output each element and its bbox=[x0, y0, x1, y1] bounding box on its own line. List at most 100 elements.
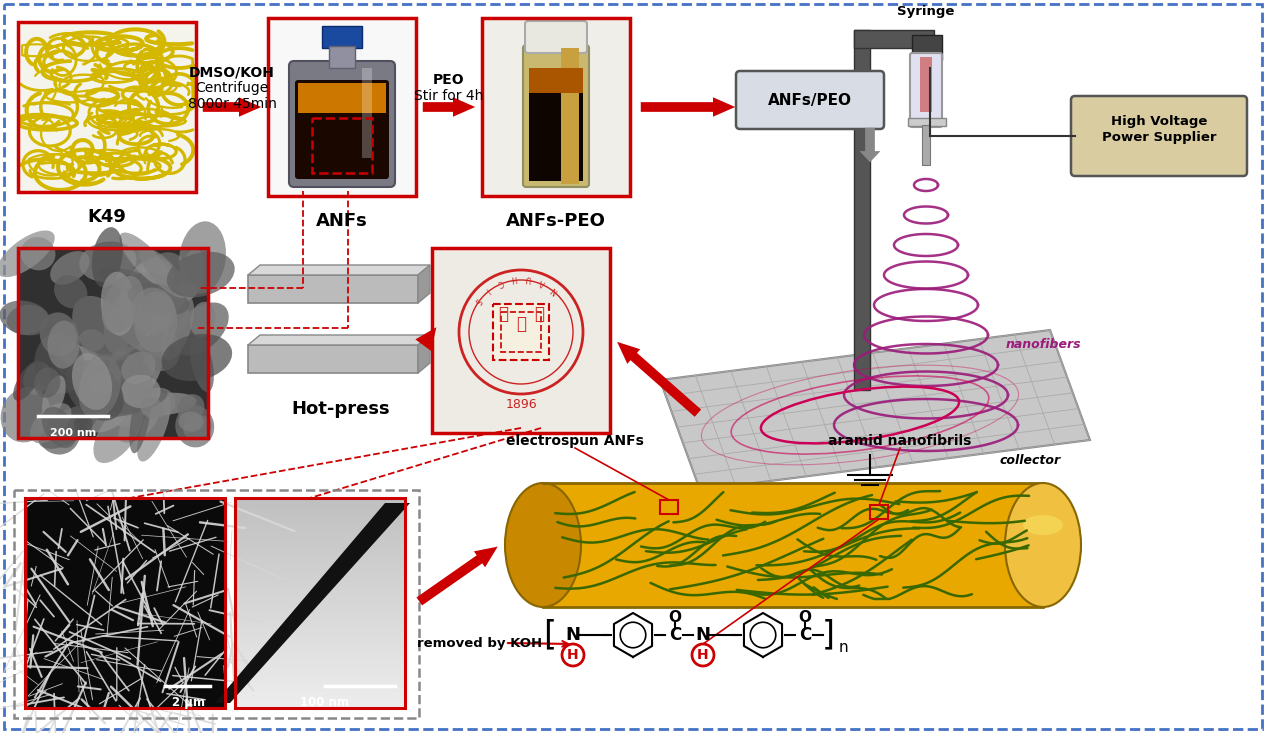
Text: H: H bbox=[698, 648, 709, 662]
Bar bbox=[482, 18, 630, 196]
Ellipse shape bbox=[179, 221, 227, 294]
Polygon shape bbox=[248, 335, 430, 345]
Bar bbox=[18, 22, 196, 192]
Bar bbox=[922, 125, 931, 165]
Ellipse shape bbox=[51, 251, 90, 284]
Text: O: O bbox=[668, 610, 681, 625]
Text: S: S bbox=[472, 295, 482, 305]
Text: nanofibers: nanofibers bbox=[1006, 339, 1081, 352]
Ellipse shape bbox=[142, 330, 181, 371]
Bar bbox=[660, 500, 679, 514]
Ellipse shape bbox=[80, 241, 137, 282]
Text: U: U bbox=[525, 273, 532, 283]
Bar bbox=[855, 30, 934, 48]
Text: Hot-press: Hot-press bbox=[291, 400, 390, 418]
Text: Power Supplier: Power Supplier bbox=[1101, 131, 1217, 144]
FancyBboxPatch shape bbox=[289, 61, 395, 187]
FancyBboxPatch shape bbox=[910, 53, 942, 127]
Bar bbox=[362, 68, 372, 158]
Polygon shape bbox=[248, 345, 418, 373]
Ellipse shape bbox=[106, 309, 170, 358]
Text: C: C bbox=[799, 626, 812, 644]
FancyBboxPatch shape bbox=[736, 71, 884, 129]
Ellipse shape bbox=[87, 407, 127, 432]
Text: H: H bbox=[567, 648, 579, 662]
Bar bbox=[311, 118, 372, 173]
Text: I: I bbox=[484, 285, 491, 294]
Ellipse shape bbox=[100, 352, 139, 394]
Ellipse shape bbox=[54, 275, 87, 309]
Ellipse shape bbox=[13, 361, 42, 401]
Ellipse shape bbox=[1005, 483, 1081, 607]
Ellipse shape bbox=[119, 232, 172, 289]
Text: ANFs/PEO: ANFs/PEO bbox=[768, 92, 852, 108]
Text: DMSO/KOH: DMSO/KOH bbox=[189, 65, 275, 79]
Text: removed by KOH: removed by KOH bbox=[418, 636, 543, 649]
Text: H: H bbox=[510, 273, 518, 283]
Ellipse shape bbox=[1023, 515, 1063, 535]
Ellipse shape bbox=[179, 411, 204, 432]
Ellipse shape bbox=[34, 334, 84, 394]
Text: aramid nanofibrils: aramid nanofibrils bbox=[828, 434, 972, 448]
Polygon shape bbox=[418, 335, 430, 373]
Text: N: N bbox=[549, 284, 560, 295]
Ellipse shape bbox=[94, 402, 143, 463]
FancyBboxPatch shape bbox=[525, 21, 587, 53]
Ellipse shape bbox=[130, 347, 165, 402]
Text: Syringe: Syringe bbox=[898, 5, 955, 18]
Ellipse shape bbox=[6, 305, 48, 335]
Ellipse shape bbox=[175, 405, 214, 447]
Bar bbox=[482, 18, 630, 196]
Ellipse shape bbox=[141, 397, 165, 419]
Ellipse shape bbox=[122, 352, 156, 384]
Text: electrospun ANFs: electrospun ANFs bbox=[506, 434, 644, 448]
Bar bbox=[561, 48, 579, 184]
Bar bbox=[543, 483, 1043, 607]
Ellipse shape bbox=[78, 356, 122, 419]
Ellipse shape bbox=[184, 415, 211, 440]
Text: High Voltage: High Voltage bbox=[1110, 116, 1208, 128]
Text: 2 μm: 2 μm bbox=[172, 696, 205, 709]
Ellipse shape bbox=[23, 362, 51, 394]
Text: 学: 学 bbox=[517, 315, 525, 333]
FancyBboxPatch shape bbox=[295, 80, 389, 179]
Ellipse shape bbox=[134, 303, 170, 336]
Ellipse shape bbox=[127, 294, 170, 329]
Text: O: O bbox=[799, 610, 812, 625]
Bar bbox=[18, 248, 208, 438]
Ellipse shape bbox=[181, 248, 205, 297]
Ellipse shape bbox=[54, 344, 94, 377]
Polygon shape bbox=[248, 265, 430, 275]
Bar bbox=[298, 83, 386, 113]
Bar bbox=[268, 18, 417, 196]
Ellipse shape bbox=[139, 247, 187, 298]
Ellipse shape bbox=[39, 312, 77, 356]
Text: n: n bbox=[838, 639, 848, 655]
Ellipse shape bbox=[72, 353, 113, 410]
Ellipse shape bbox=[104, 286, 153, 356]
Ellipse shape bbox=[128, 283, 189, 315]
Ellipse shape bbox=[128, 272, 189, 335]
Ellipse shape bbox=[144, 388, 176, 416]
Ellipse shape bbox=[92, 227, 123, 287]
Text: C: C bbox=[668, 626, 681, 644]
Bar bbox=[912, 35, 942, 60]
Ellipse shape bbox=[101, 276, 143, 333]
Ellipse shape bbox=[122, 375, 161, 408]
Ellipse shape bbox=[132, 287, 175, 335]
Bar bbox=[329, 46, 354, 68]
Ellipse shape bbox=[118, 405, 158, 443]
Bar bbox=[870, 505, 887, 519]
Text: 1896: 1896 bbox=[505, 399, 537, 411]
Ellipse shape bbox=[47, 320, 80, 369]
Ellipse shape bbox=[72, 296, 128, 361]
Bar bbox=[529, 68, 584, 93]
Ellipse shape bbox=[34, 367, 61, 398]
Bar bbox=[18, 248, 208, 438]
Ellipse shape bbox=[106, 366, 144, 408]
Text: K49: K49 bbox=[87, 208, 127, 226]
Text: 100 nm: 100 nm bbox=[300, 696, 349, 709]
FancyBboxPatch shape bbox=[1071, 96, 1247, 176]
Ellipse shape bbox=[172, 303, 229, 356]
Ellipse shape bbox=[134, 393, 196, 416]
